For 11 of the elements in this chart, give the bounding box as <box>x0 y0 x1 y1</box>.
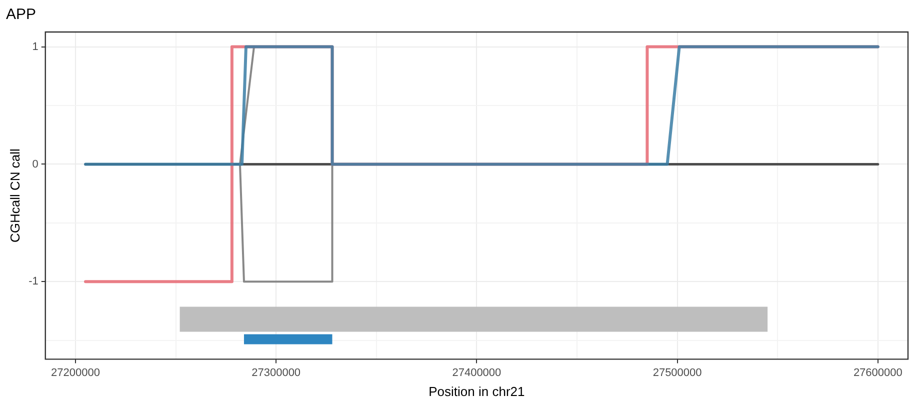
x-tick-label: 27600000 <box>853 366 902 379</box>
chart-title: APP <box>6 6 36 24</box>
y-tick-label: -1 <box>28 276 38 288</box>
y-axis-title: CGHcall CN call <box>7 148 22 243</box>
x-tick-label: 27300000 <box>252 366 301 379</box>
x-tick-label: 27200000 <box>50 366 100 379</box>
x-tick-label: 27400000 <box>452 366 502 379</box>
x-axis-title: Position in chr21 <box>428 384 525 399</box>
y-tick-label: 0 <box>32 158 38 170</box>
y-tick-label: 1 <box>32 40 38 53</box>
x-tick-label: 27500000 <box>652 366 702 379</box>
